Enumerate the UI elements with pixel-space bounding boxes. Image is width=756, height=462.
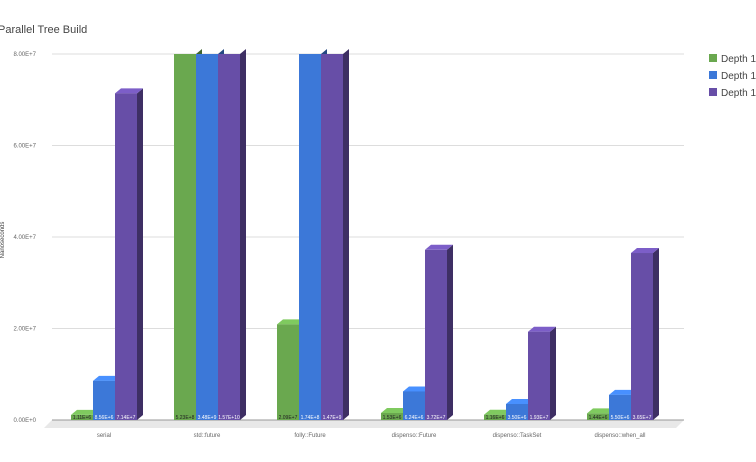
data-label: 1.47E+9 [323,415,342,421]
chart-floor [44,420,684,428]
data-label: 5.50E+6 [611,415,630,421]
bar [71,414,93,420]
bar-depth-19: 1.93E+7 [528,326,556,421]
bar [425,249,447,420]
data-label: 1.53E+6 [383,415,402,421]
data-label: 5.23E+8 [176,415,195,421]
bar-side [343,49,349,420]
data-label: 6.24E+6 [405,415,424,421]
bar-top [528,326,556,332]
data-label: 7.14E+7 [117,415,136,421]
bar-top [631,248,659,254]
bar-top [425,244,453,250]
bar-top [381,408,409,414]
bar-top [71,409,99,415]
data-label: 1.93E+7 [530,415,549,421]
data-label: 3.72E+7 [427,415,446,421]
bar-top [93,375,121,381]
bar [587,413,609,420]
bar-depth-19: 7.14E+7 [115,88,143,421]
legend-swatch [709,88,717,96]
y-tick-label: 8.00E+7 [13,52,36,58]
x-tick-label: std::future [194,433,221,439]
x-tick-label: dispenso::TaskSet [493,433,542,439]
bar [381,413,403,420]
bar [506,403,528,420]
bar [484,414,506,420]
y-axis-label: Nanoseconds [0,222,6,259]
x-tick-label: dispenso::Future [392,433,437,439]
data-label: 1.16E+6 [486,415,505,421]
x-tick-label: dispenso::when_all [594,433,645,439]
bar-top [587,408,615,414]
bar-depth-19: 1.57E+10 [218,49,246,421]
legend-label: Depth 16 [721,71,756,82]
bar-depth-19: 3.72E+7 [425,244,453,421]
bar [115,93,137,420]
bar-depth-19: 3.65E+7 [631,248,659,421]
bar-side [550,326,556,420]
bar [196,54,218,420]
y-tick-label: 4.00E+7 [13,235,36,241]
data-label: 2.09E+7 [279,415,298,421]
data-label: 1.44E+6 [589,415,608,421]
data-label: 3.48E+9 [198,415,217,421]
bar [609,394,631,420]
legend-swatch [709,54,717,62]
bar [631,253,653,420]
data-label: 3.50E+6 [508,415,527,421]
data-label: 8.56E+6 [95,415,114,421]
bar [321,54,343,420]
bar-top [115,88,143,94]
data-label: 1.57E+10 [218,415,240,421]
legend-swatch [709,71,717,79]
bar-top [609,389,637,395]
data-label: 1.74E+8 [301,415,320,421]
data-label: 3.65E+7 [633,415,652,421]
data-label: 1.11E+6 [73,415,92,421]
y-tick-label: 2.00E+7 [13,327,36,333]
bar-side [653,248,659,420]
y-tick-label: 0.00E+0 [13,418,36,424]
bar [218,54,240,420]
bar-depth-19: 1.47E+9 [321,49,349,421]
bar [277,324,299,420]
bar [403,391,425,420]
legend-label: Depth 19 [721,88,756,99]
x-tick-label: folly::Future [294,433,326,439]
bar [93,380,115,420]
bar [174,54,196,420]
x-tick-label: serial [97,433,111,439]
bar-side [137,88,143,420]
bar [299,54,321,420]
bar-side [240,49,246,420]
bar-side [447,244,453,420]
bar-top [277,319,305,325]
bar-top [506,398,534,404]
bar-top [484,409,512,415]
bar [528,331,550,420]
chart-title: Parallel Tree Build [0,24,87,36]
legend-label: Depth 13 [721,54,756,65]
y-tick-label: 6.00E+7 [13,144,36,150]
bar-top [403,386,431,392]
